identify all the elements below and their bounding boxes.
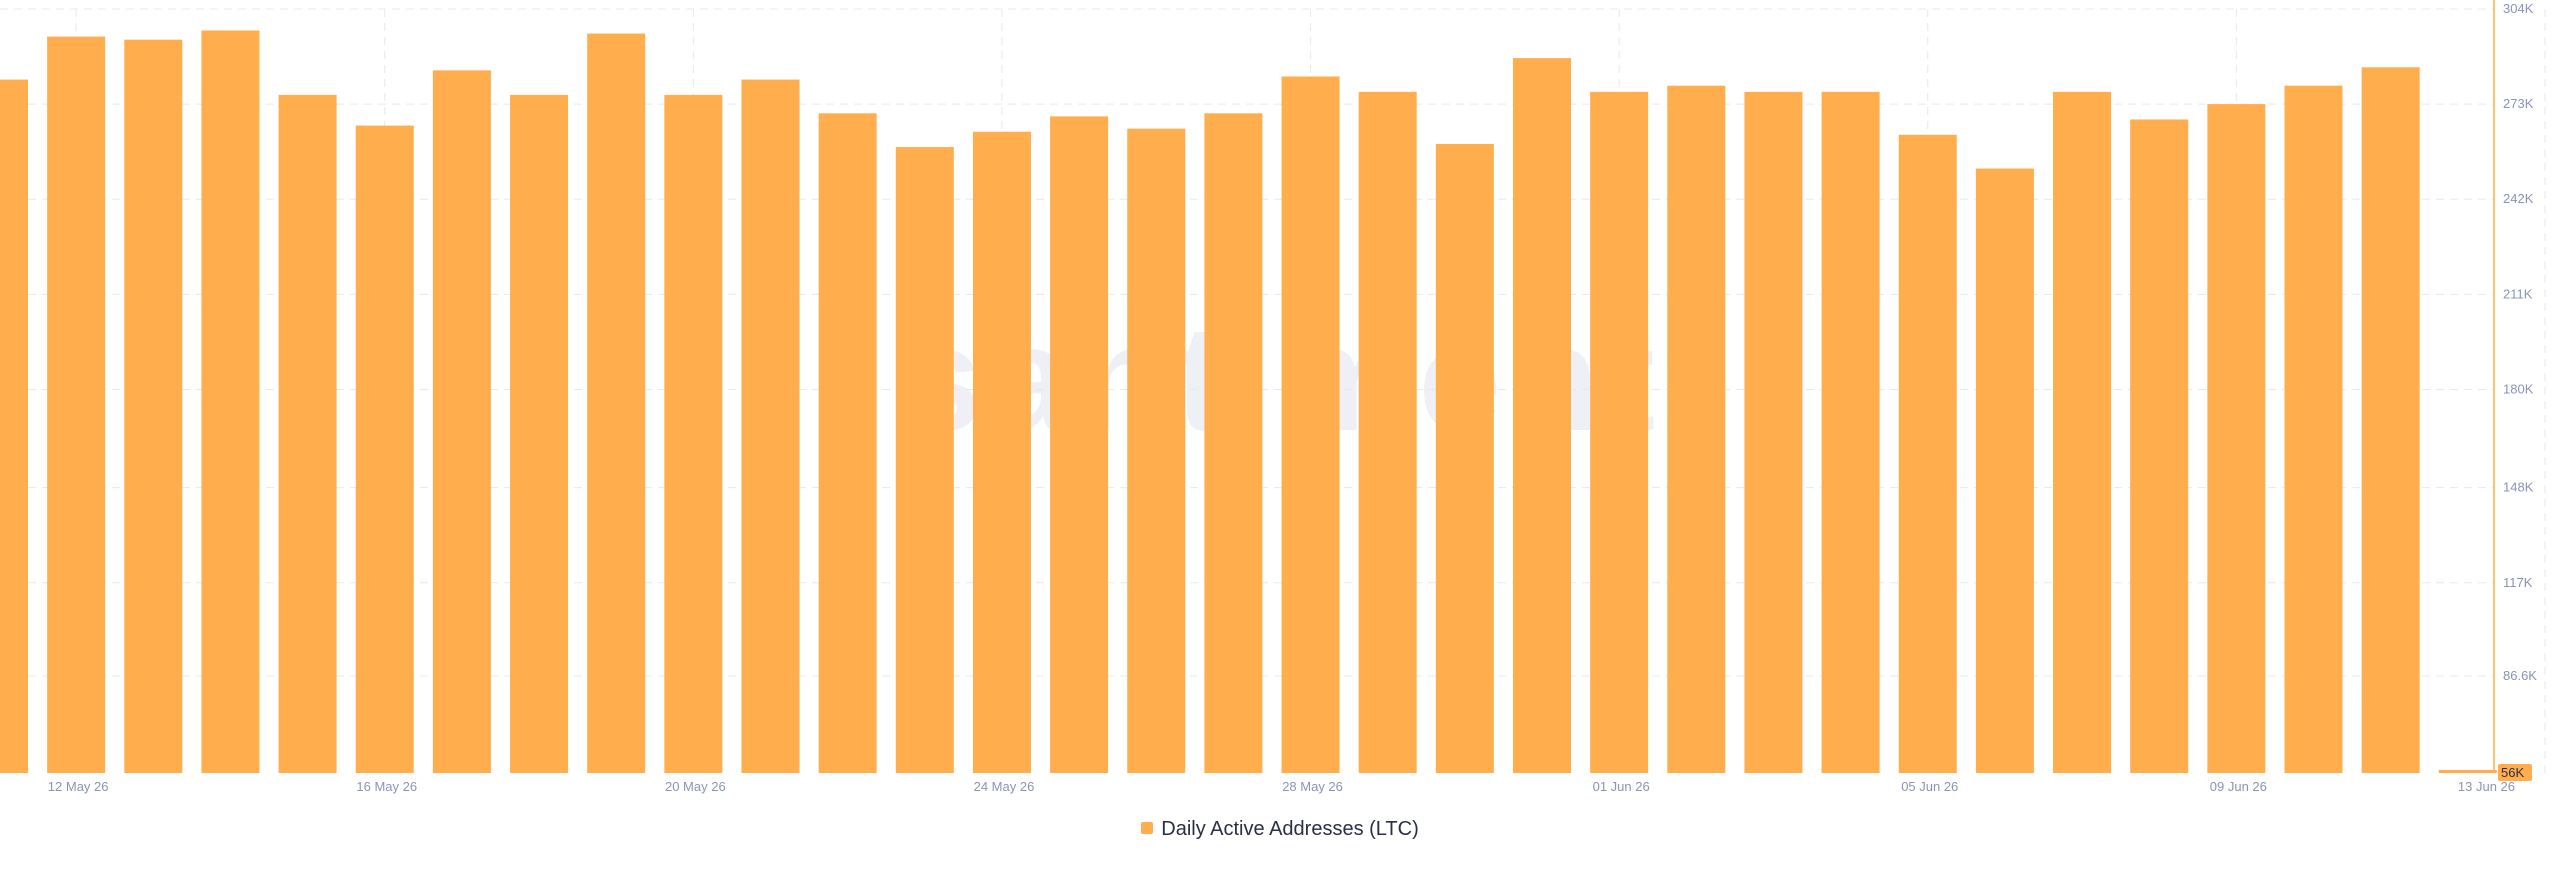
bar [0,79,28,773]
y-tick-label: 86.6K [2503,668,2537,683]
bar [1590,91,1649,773]
bar [1204,113,1263,773]
x-tick-label: 28 May 26 [1282,779,1343,794]
bar [1821,91,1880,773]
bar [1898,134,1957,773]
bar [2130,119,2189,774]
y-tick-label: 242K [2503,191,2534,206]
bar [2361,67,2420,774]
bar [1744,91,1803,773]
legend-label: Daily Active Addresses (LTC) [1161,818,1419,840]
bar [664,94,723,774]
bar [2438,769,2497,773]
bar [2053,91,2112,773]
legend[interactable]: Daily Active Addresses (LTC) [0,818,2560,841]
current-value-badge [2498,764,2532,781]
x-tick-label: 05 Jun 26 [1901,779,1958,794]
bar [278,94,337,774]
x-tick-label: 13 Jun 26 [2458,779,2515,794]
y-tick-label: 117K [2503,575,2533,590]
bar [1127,128,1186,773]
bar [1513,58,1571,774]
bar [510,94,569,774]
y-tick-label: 180K [2503,381,2534,396]
bar [201,30,260,774]
current-value-label: 56K [2501,765,2524,780]
bar [1667,85,1726,773]
y-tick-label: 211K [2503,286,2533,301]
bar [741,79,800,773]
x-tick-label: 16 May 26 [356,779,417,794]
y-tick-label: 148K [2503,480,2534,495]
y-tick-label: 304K [2503,1,2534,16]
bar [1435,144,1494,773]
legend-swatch [1141,822,1154,834]
bar [124,39,183,773]
bar [47,36,106,774]
y-tick-label: 273K [2503,96,2534,111]
x-tick-label: 01 Jun 26 [1593,779,1650,794]
bar [972,131,1031,773]
x-tick-label: 09 Jun 26 [2210,779,2267,794]
x-tick-label: 20 May 26 [665,779,726,794]
bar [895,147,954,774]
bar [1975,168,2034,774]
bar [2207,104,2266,774]
bar [1050,116,1109,774]
x-tick-label: 24 May 26 [974,779,1035,794]
bar [432,70,491,773]
bar [2284,85,2343,773]
bar [1281,76,1340,773]
bar [355,125,414,774]
bar [1358,91,1417,773]
x-tick-label: 12 May 26 [48,779,109,794]
bar [587,33,646,773]
bar [818,113,877,773]
